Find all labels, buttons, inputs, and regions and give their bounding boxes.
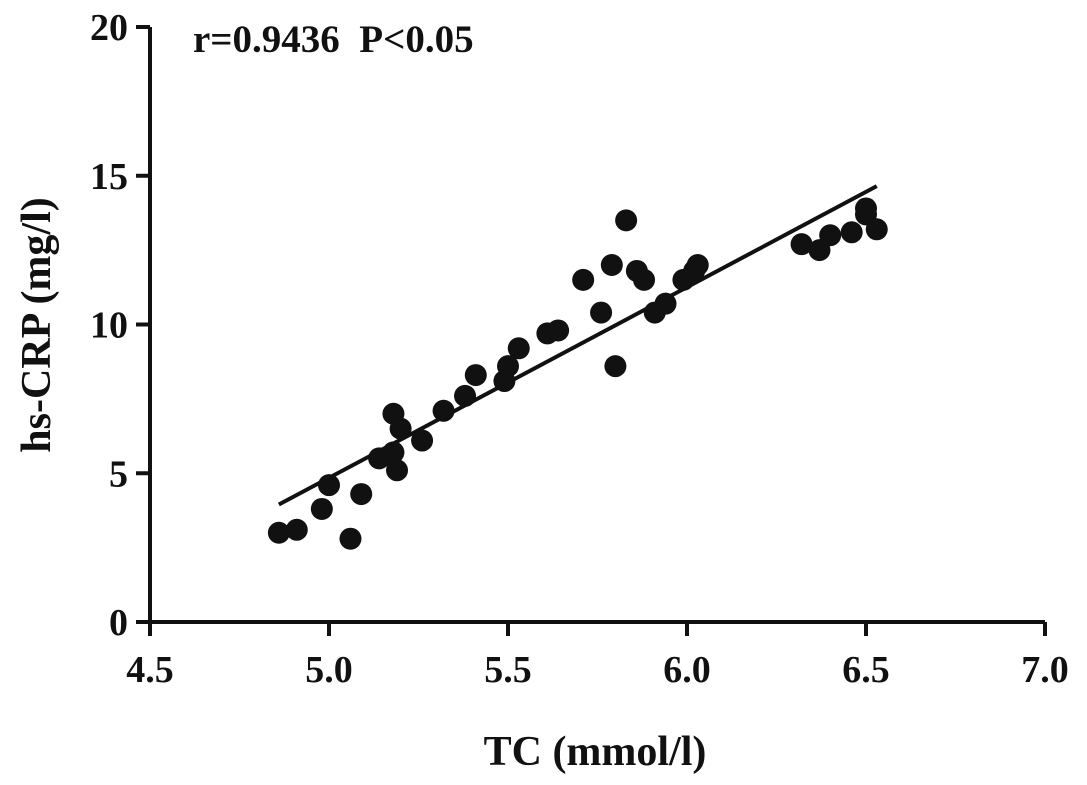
y-tick-label: 20 <box>90 7 128 49</box>
x-tick-label: 4.5 <box>126 649 174 691</box>
data-points <box>267 197 888 550</box>
x-tick-label: 6.0 <box>663 649 711 691</box>
data-point <box>310 497 333 520</box>
data-point <box>389 417 412 440</box>
data-point <box>654 292 677 315</box>
correlation-annotation: r=0.9436 P<0.05 <box>193 18 474 61</box>
x-axis-title: TC (mmol/l) <box>484 729 707 775</box>
data-point <box>819 224 842 247</box>
data-point <box>497 355 519 378</box>
data-point <box>865 218 888 241</box>
data-point <box>267 521 290 544</box>
data-point <box>432 399 455 422</box>
y-tick-label: 5 <box>109 453 128 495</box>
data-point <box>686 254 709 276</box>
data-point <box>411 429 434 452</box>
y-tick-label: 15 <box>90 156 128 198</box>
x-tick-label: 6.5 <box>842 649 890 691</box>
x-tick-label: 7.0 <box>1021 649 1069 691</box>
tick-labels: 4.5 5.0 5.5 6.0 6.5 7.0 0 5 10 15 20 <box>90 7 1069 691</box>
data-point <box>855 197 877 220</box>
data-point <box>350 483 373 506</box>
data-point <box>572 268 595 291</box>
data-point <box>840 221 863 244</box>
data-point <box>507 337 530 360</box>
data-point <box>604 355 627 378</box>
data-point <box>386 459 409 482</box>
data-point <box>590 301 613 324</box>
data-point <box>547 319 570 342</box>
data-point <box>454 384 477 407</box>
data-point <box>382 441 405 464</box>
data-point <box>633 268 656 291</box>
x-tick-label: 5.5 <box>484 649 532 691</box>
data-point <box>318 474 340 497</box>
data-point <box>615 209 638 232</box>
data-point <box>285 518 308 541</box>
y-tick-label: 0 <box>109 602 128 644</box>
ticks <box>136 25 1047 636</box>
y-tick-label: 10 <box>90 305 128 347</box>
data-point <box>339 527 362 550</box>
data-point <box>790 233 813 256</box>
data-point <box>464 364 487 387</box>
data-point <box>600 254 623 276</box>
x-tick-label: 5.0 <box>305 649 353 691</box>
y-axis-title: hs-CRP (mg/l) <box>14 197 60 453</box>
